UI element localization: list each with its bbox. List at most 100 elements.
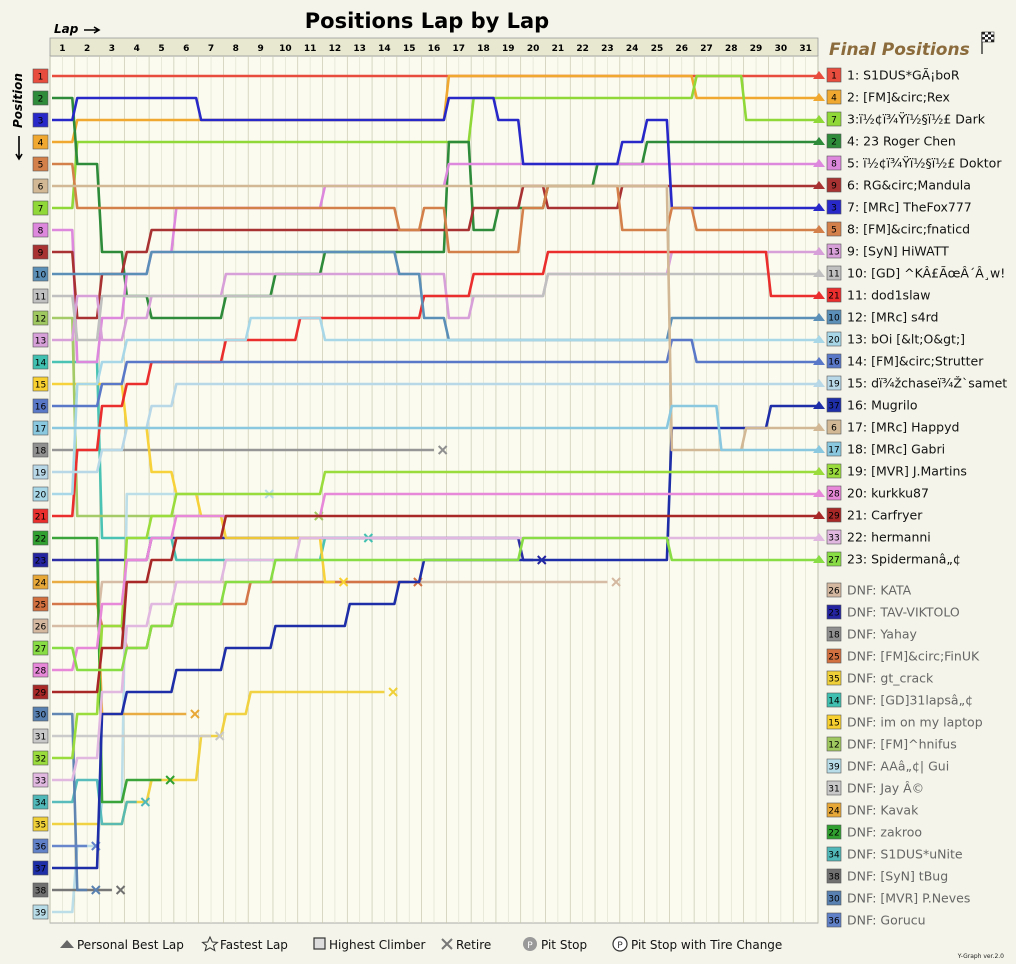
pit-tire-icon xyxy=(612,936,628,952)
dnf-grid-label: 31 xyxy=(828,785,839,795)
y-tick-label: 15 xyxy=(35,381,46,391)
final-grid-box xyxy=(826,111,842,127)
final-arrow-marker xyxy=(813,533,825,541)
final-position-label: 1: S1DUS*GÃ¡boR xyxy=(847,68,960,83)
final-grid-box xyxy=(826,331,842,347)
finisher-series-line xyxy=(52,404,822,452)
legend-fastest-lap: Fastest Lap xyxy=(220,938,288,952)
dnf-grid-label: 26 xyxy=(828,587,840,597)
retire-marker xyxy=(338,577,349,587)
final-grid-box xyxy=(826,155,842,171)
final-grid-box xyxy=(826,529,842,545)
y-tick-label: 28 xyxy=(35,667,47,677)
final-grid-label: 28 xyxy=(828,490,840,500)
x-tick-label: 1 xyxy=(59,44,65,54)
x-tick-label: 24 xyxy=(626,44,639,54)
retire-marker xyxy=(91,885,101,895)
final-grid-box xyxy=(826,507,842,523)
final-position-label: 22: hermanni xyxy=(847,530,931,545)
y-tick-box xyxy=(32,442,49,458)
y-tick-label: 16 xyxy=(35,403,47,413)
x-tick-label: 6 xyxy=(183,44,189,54)
final-position-label: 16: Mugrilo xyxy=(847,398,917,413)
dnf-label: DNF: [SyN] tBug xyxy=(847,869,948,884)
final-grid-label: 5 xyxy=(831,226,837,236)
final-position-label: 20: kurkku87 xyxy=(847,486,929,501)
final-grid-label: 33 xyxy=(828,534,839,544)
y-tick-labels: 1234567891011121314151617181920212223242… xyxy=(32,68,49,920)
final-position-label: 6: RG&circ;Mandula xyxy=(847,178,971,193)
y-tick-label: 36 xyxy=(35,843,47,853)
final-position-label: 7: [MRc] TheFox777 xyxy=(847,200,972,215)
final-grid-box xyxy=(826,375,842,391)
x-tick-label: 27 xyxy=(700,44,713,54)
personal-best-icon xyxy=(60,940,74,948)
dnf-grid-box xyxy=(826,736,842,752)
final-grid-label: 4 xyxy=(831,94,837,104)
fastest-lap-icon xyxy=(201,935,219,952)
y-tick-box xyxy=(32,728,49,744)
finisher-series-line xyxy=(52,96,822,320)
x-tick-label: 31 xyxy=(799,44,812,54)
dnf-grid-label: 14 xyxy=(828,697,840,707)
y-tick-box xyxy=(32,816,49,832)
y-tick-box xyxy=(32,244,49,260)
y-tick-box xyxy=(32,332,49,348)
y-tick-box xyxy=(32,464,49,480)
final-grid-box xyxy=(826,419,842,435)
dnf-grid-label: 24 xyxy=(828,807,840,817)
retire-marker xyxy=(214,731,225,741)
x-axis-label: Lap xyxy=(54,22,79,36)
y-tick-label: 7 xyxy=(38,205,44,215)
final-grid-label: 16 xyxy=(828,358,840,368)
y-tick-box xyxy=(32,486,49,502)
final-arrow-marker xyxy=(813,401,825,409)
x-tick-label: 20 xyxy=(527,44,540,54)
y-tick-label: 20 xyxy=(35,491,47,501)
x-tick-label: 8 xyxy=(233,44,239,54)
y-tick-box xyxy=(32,904,49,920)
dnf-label: DNF: Kavak xyxy=(847,803,919,818)
y-tick-label: 26 xyxy=(35,623,47,633)
dnf-grid-box xyxy=(826,648,842,664)
x-tick-label: 16 xyxy=(428,44,441,54)
y-tick-box xyxy=(32,288,49,304)
x-tick-label: 21 xyxy=(552,44,565,54)
final-grid-label: 27 xyxy=(828,556,839,566)
final-arrow-marker xyxy=(813,115,825,123)
final-arrow-marker xyxy=(813,511,825,519)
y-tick-box xyxy=(32,68,49,84)
final-grid-label: 7 xyxy=(831,116,837,126)
dnf-series-line xyxy=(52,778,137,826)
y-tick-label: 29 xyxy=(35,689,47,699)
y-tick-label: 23 xyxy=(35,557,46,567)
x-axis-arrow xyxy=(84,26,101,34)
y-tick-box xyxy=(32,508,49,524)
final-grid-label: 37 xyxy=(828,402,839,412)
dnf-label: DNF: zakroo xyxy=(847,825,922,840)
dnf-label: DNF: [FM]^hnifus xyxy=(847,737,957,752)
final-position-label: 5: ï½¢ï¾Ÿï½§ï½£ Doktor xyxy=(847,156,1002,171)
y-tick-box xyxy=(32,684,49,700)
finisher-series-line xyxy=(52,338,822,408)
final-position-label: 10: [GD] ^KÂ£ÃœÂ´Â¸w! xyxy=(847,266,1005,281)
final-grid-box xyxy=(826,485,842,501)
x-tick-label: 11 xyxy=(304,44,317,54)
retire-marker xyxy=(140,797,151,807)
final-position-label: 12: [MRc] s4rd xyxy=(847,310,938,325)
final-grid-box xyxy=(826,89,842,105)
dnf-grid-label: 30 xyxy=(828,895,840,905)
pit-stop-icon-letter: P xyxy=(527,941,533,951)
x-tick-label: 22 xyxy=(576,44,589,54)
dnf-grid-box xyxy=(826,604,842,620)
final-position-label: 4: 23 Roger Chen xyxy=(847,134,956,149)
y-tick-box xyxy=(32,420,49,436)
y-tick-label: 30 xyxy=(35,711,47,721)
y-axis-arrow xyxy=(15,136,23,161)
final-grid-label: 19 xyxy=(828,380,840,390)
pit-tire-icon-letter: P xyxy=(617,941,623,951)
legend-pit-stop: Pit Stop xyxy=(541,938,587,952)
dnf-label: DNF: Gorucu xyxy=(847,913,926,928)
finisher-series-line xyxy=(52,184,822,452)
final-arrow-marker xyxy=(813,203,825,211)
